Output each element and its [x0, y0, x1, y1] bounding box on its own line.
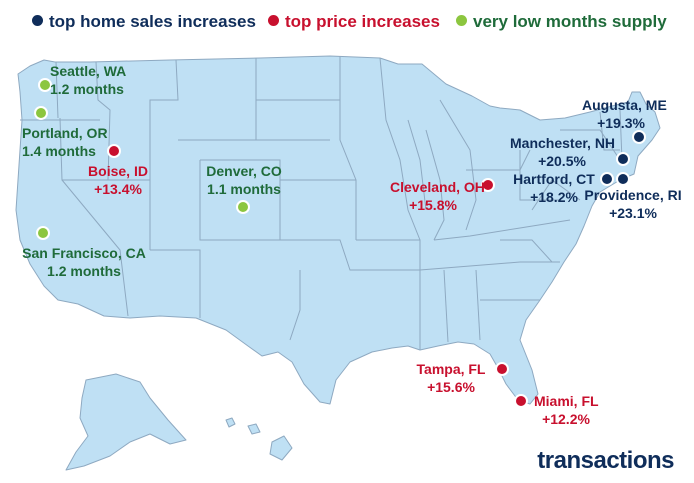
state-border-13	[280, 239, 420, 271]
hartford-label: Hartford, CT +18.2%	[512, 170, 596, 206]
state-border-30	[619, 109, 623, 161]
san-francisco-label: San Francisco, CA 1.2 months	[18, 244, 150, 280]
manchester-value: +20.5%	[538, 153, 586, 169]
state-border-6	[149, 59, 179, 180]
manchester-name: Manchester, NH	[510, 135, 616, 151]
miami-value: +12.2%	[542, 411, 590, 427]
san-francisco-value: 1.2 months	[47, 263, 121, 279]
augusta-value: +19.3%	[597, 115, 645, 131]
miami-name: Miami, FL	[534, 393, 599, 409]
state-border-5	[61, 179, 129, 317]
legend-supply-label: very low months supply	[473, 12, 667, 31]
portland-marker	[34, 106, 48, 120]
seattle-name: Seattle, WA	[50, 63, 127, 79]
state-border-31	[531, 179, 581, 211]
legend: top home sales increases top price incre…	[0, 12, 694, 36]
providence-value: +23.1%	[609, 205, 657, 221]
legend-price-label: top price increases	[285, 12, 440, 31]
state-border-10	[255, 58, 330, 141]
augusta-marker	[632, 130, 646, 144]
hawaii-shape-2	[247, 423, 261, 435]
manchester-marker	[616, 152, 630, 166]
cleveland-name: Cleveland, OH	[390, 179, 485, 195]
state-border-18	[407, 119, 427, 211]
legend-sales: top home sales increases	[32, 12, 256, 32]
tampa-name: Tampa, FL	[416, 361, 486, 377]
portland-name: Portland, OR	[22, 125, 108, 141]
state-border-23	[419, 261, 560, 271]
denver-label: Denver, CO 1.1 months	[198, 162, 290, 198]
state-border-15	[339, 56, 357, 181]
boise-value: +13.4%	[94, 181, 142, 197]
providence-label: Providence, RI +23.1%	[584, 186, 682, 222]
legend-price-dot-icon	[268, 15, 279, 26]
denver-name: Denver, CO	[206, 163, 282, 179]
tampa-value: +15.6%	[427, 379, 475, 395]
hartford-marker	[600, 172, 614, 186]
tampa-label: Tampa, FL +15.6%	[416, 360, 486, 396]
state-border-29	[599, 111, 620, 151]
manchester-label: Manchester, NH +20.5%	[510, 134, 616, 170]
miami-marker	[514, 394, 528, 408]
providence-name: Providence, RI	[584, 187, 682, 203]
portland-label: Portland, OR 1.4 months	[22, 124, 108, 160]
augusta-label: Augusta, ME +19.3%	[582, 96, 667, 132]
seattle-marker	[38, 78, 52, 92]
state-border-24	[443, 269, 449, 343]
denver-value: 1.1 months	[207, 181, 281, 197]
state-border-20	[439, 99, 477, 231]
portland-value: 1.4 months	[22, 143, 96, 159]
legend-supply: very low months supply	[456, 12, 667, 32]
state-border-25	[475, 269, 481, 341]
hartford-name: Hartford, CT	[513, 171, 595, 187]
state-border-17	[356, 239, 421, 350]
state-border-32	[500, 239, 553, 263]
state-border-27	[519, 150, 560, 201]
state-border-19	[425, 129, 445, 241]
boise-name: Boise, ID	[88, 163, 148, 179]
contiguous-us-shape	[15, 55, 661, 405]
tampa-marker	[495, 362, 509, 376]
augusta-name: Augusta, ME	[582, 97, 667, 113]
cleveland-marker	[481, 178, 495, 192]
san-francisco-name: San Francisco, CA	[22, 245, 146, 261]
hawaii-shape-3	[269, 435, 293, 461]
state-border-14	[289, 270, 301, 341]
miami-label: Miami, FL +12.2%	[534, 392, 599, 428]
boise-marker	[107, 144, 121, 158]
legend-sales-label: top home sales increases	[49, 12, 256, 31]
state-border-4	[59, 117, 151, 250]
legend-supply-dot-icon	[456, 15, 467, 26]
providence-marker	[616, 172, 630, 186]
seattle-value: 1.2 months	[50, 81, 124, 97]
denver-marker	[236, 200, 250, 214]
state-border-7	[150, 249, 201, 318]
alaska-shape	[65, 373, 187, 471]
san-francisco-marker	[36, 226, 50, 240]
state-border-1	[55, 61, 59, 119]
brand-logo: transactions	[537, 447, 674, 474]
legend-sales-dot-icon	[32, 15, 43, 26]
state-border-22	[433, 219, 571, 241]
boise-label: Boise, ID +13.4%	[82, 162, 154, 198]
hawaii-shape-1	[225, 417, 236, 428]
legend-price: top price increases	[268, 12, 440, 32]
state-border-16	[379, 57, 421, 241]
cleveland-label: Cleveland, OH +15.8%	[390, 178, 485, 214]
cleveland-value: +15.8%	[409, 197, 457, 213]
hartford-value: +18.2%	[530, 189, 578, 205]
seattle-label: Seattle, WA 1.2 months	[50, 62, 126, 98]
